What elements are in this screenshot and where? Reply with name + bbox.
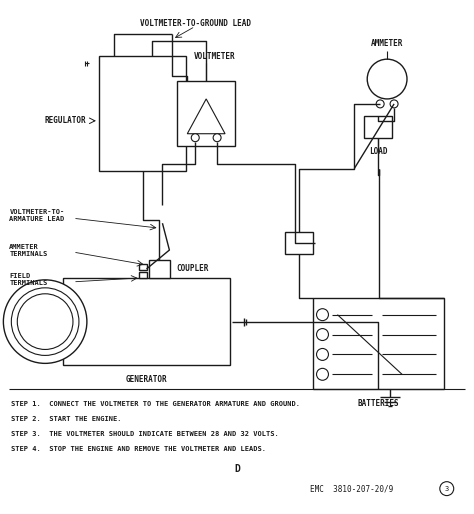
- Bar: [138, 272, 146, 278]
- Text: VOLTMETER-TO-
ARMATURE LEAD: VOLTMETER-TO- ARMATURE LEAD: [9, 209, 64, 222]
- Circle shape: [317, 348, 328, 360]
- Text: GENERATOR: GENERATOR: [126, 375, 167, 384]
- Circle shape: [213, 134, 221, 142]
- Circle shape: [367, 59, 407, 99]
- Bar: [285, 232, 312, 254]
- Circle shape: [376, 100, 384, 108]
- Bar: [177, 81, 235, 145]
- Circle shape: [440, 482, 454, 495]
- Text: STEP 2.  START THE ENGINE.: STEP 2. START THE ENGINE.: [11, 416, 122, 422]
- Text: STEP 1.  CONNECT THE VOLTMETER TO THE GENERATOR ARMATURE AND GROUND.: STEP 1. CONNECT THE VOLTMETER TO THE GEN…: [11, 401, 301, 407]
- Text: 3: 3: [445, 486, 449, 491]
- Text: STEP 3.  THE VOLTMETER SHOULD INDICATE BETWEEN 28 AND 32 VOLTS.: STEP 3. THE VOLTMETER SHOULD INDICATE BE…: [11, 431, 279, 437]
- Circle shape: [191, 134, 199, 142]
- Circle shape: [3, 280, 87, 363]
- Text: COUPLER: COUPLER: [176, 264, 209, 273]
- Text: AMMETER: AMMETER: [371, 39, 403, 48]
- Bar: [99, 56, 186, 171]
- Circle shape: [317, 369, 328, 380]
- Bar: [138, 264, 146, 270]
- Circle shape: [17, 294, 73, 350]
- Text: VOLTMETER-TO-GROUND LEAD: VOLTMETER-TO-GROUND LEAD: [140, 19, 251, 28]
- Text: AMMETER
TERMINALS: AMMETER TERMINALS: [9, 244, 47, 256]
- Text: D: D: [234, 464, 240, 474]
- Text: FIELD
TERMINALS: FIELD TERMINALS: [9, 273, 47, 286]
- Bar: [312, 298, 444, 389]
- Bar: [364, 116, 392, 138]
- Text: BATTERIES: BATTERIES: [357, 399, 399, 408]
- Text: LOAD: LOAD: [369, 147, 387, 156]
- Circle shape: [317, 328, 328, 340]
- Circle shape: [317, 309, 328, 321]
- Text: VOLTMETER: VOLTMETER: [193, 52, 235, 61]
- Text: STEP 4.  STOP THE ENGINE AND REMOVE THE VOLTMETER AND LEADS.: STEP 4. STOP THE ENGINE AND REMOVE THE V…: [11, 446, 266, 452]
- Text: REGULATOR: REGULATOR: [44, 116, 86, 125]
- Bar: [63, 278, 230, 365]
- Bar: [148, 260, 170, 278]
- Text: EMC  3810-207-20/9: EMC 3810-207-20/9: [310, 484, 393, 493]
- Circle shape: [390, 100, 398, 108]
- Circle shape: [11, 288, 79, 355]
